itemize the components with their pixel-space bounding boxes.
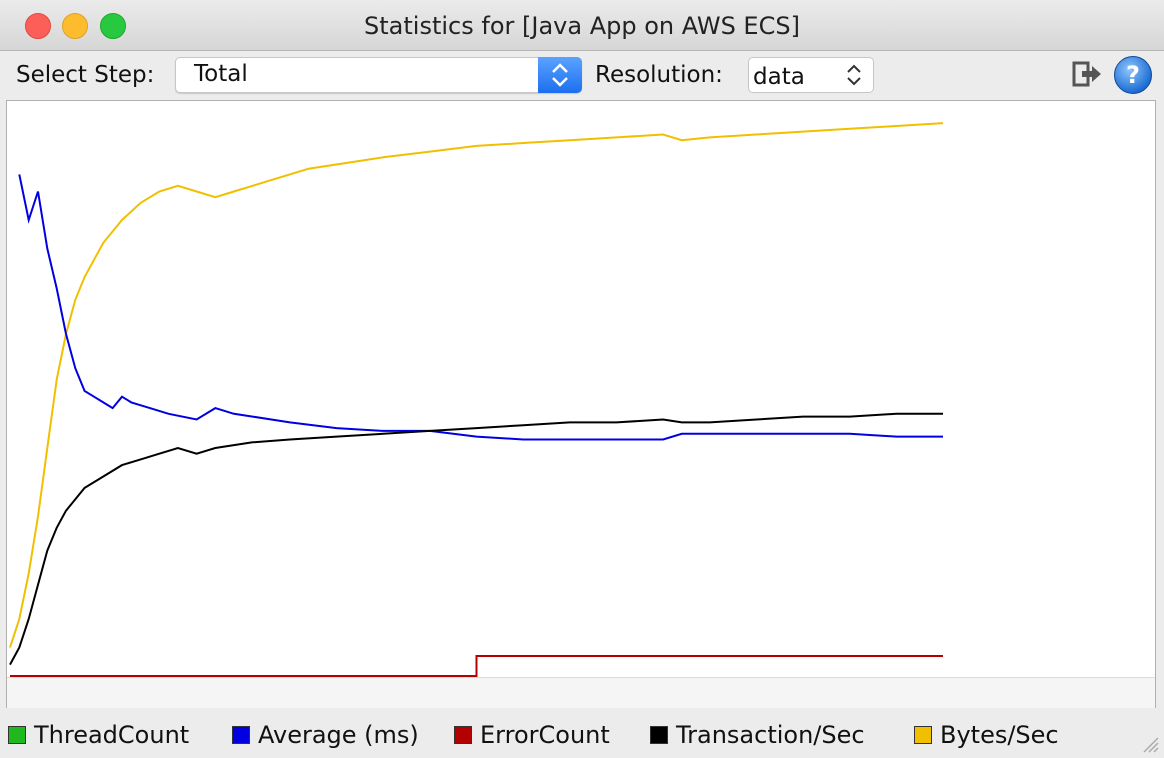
minimize-window-button[interactable]: [62, 13, 88, 39]
toolbar: Select Step: Total Resolution: data ?: [0, 51, 1164, 99]
legend-swatch: [914, 726, 932, 744]
up-down-chevron-icon: [847, 64, 861, 86]
select-step-arrow-button[interactable]: [538, 57, 582, 93]
legend-label: Transaction/Sec: [676, 721, 865, 749]
legend-swatch: [650, 726, 668, 744]
select-step-value: Total: [194, 61, 248, 87]
legend-swatch: [454, 726, 472, 744]
legend-item: ErrorCount: [454, 720, 610, 750]
window-title: Statistics for [Java App on AWS ECS]: [364, 12, 800, 40]
legend-item: Transaction/Sec: [650, 720, 865, 750]
title-bar[interactable]: Statistics for [Java App on AWS ECS]: [0, 0, 1164, 51]
series-line-transaction-sec: [9, 412, 943, 666]
series-line-errorcount: [10, 655, 943, 677]
export-icon[interactable]: [1072, 59, 1102, 89]
resolution-label: Resolution:: [595, 62, 723, 88]
chart-bottom-strip: [7, 677, 1155, 708]
select-step-label: Select Step:: [16, 62, 155, 88]
resolution-dropdown[interactable]: data: [748, 57, 874, 93]
zoom-window-button[interactable]: [100, 13, 126, 39]
legend-swatch: [232, 726, 250, 744]
legend-label: Bytes/Sec: [940, 721, 1059, 749]
chart-legend: ThreadCount Average (ms) ErrorCount Transac…: [0, 712, 1164, 758]
resolution-value: data: [753, 64, 805, 90]
legend-label: ErrorCount: [480, 721, 610, 749]
close-window-button[interactable]: [25, 13, 51, 39]
legend-item: Bytes/Sec: [914, 720, 1059, 750]
legend-item: ThreadCount: [8, 720, 189, 750]
help-icon[interactable]: ?: [1114, 56, 1152, 94]
legend-swatch: [8, 726, 26, 744]
legend-label: ThreadCount: [34, 721, 190, 749]
statistics-chart: [9, 122, 944, 677]
legend-label: Average (ms): [258, 721, 419, 749]
resize-grip-icon[interactable]: [1138, 732, 1160, 754]
series-line-bytes-sec: [9, 122, 944, 648]
legend-item: Average (ms): [232, 720, 419, 750]
series-line-average-ms-: [18, 174, 943, 441]
up-down-chevron-icon: [552, 63, 568, 87]
select-step-dropdown[interactable]: Total: [175, 57, 582, 93]
chart-area: [6, 100, 1156, 708]
